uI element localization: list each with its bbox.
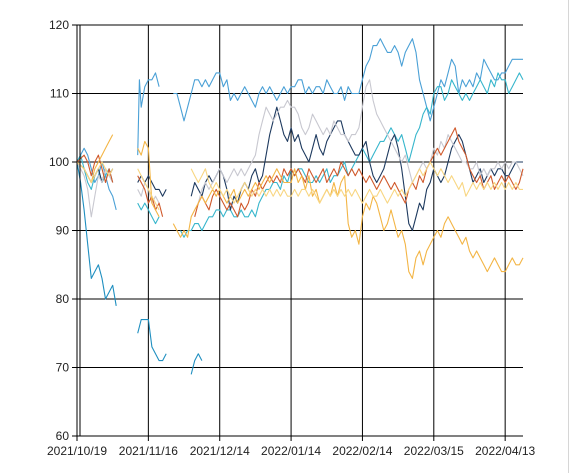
series-line-8 (76, 161, 523, 211)
window-edge-rule (568, 0, 569, 473)
grid (76, 24, 523, 437)
y-tick-label: 80 (56, 292, 70, 306)
series-line-7 (76, 134, 524, 279)
y-tick-label: 70 (56, 361, 70, 375)
x-tick-label: 2022/03/15 (404, 444, 464, 458)
tick-labels: 60 70 80 90 100 110 120 2021/10/19 2021/11/16 202… (47, 18, 536, 458)
y-tick-label: 100 (49, 155, 69, 169)
x-tick-label: 2022/04/13 (475, 444, 535, 458)
axes (72, 24, 523, 441)
series-line-3 (76, 72, 524, 238)
series-line-6 (76, 127, 524, 218)
series-layer (76, 38, 524, 375)
y-tick-label: 110 (50, 87, 69, 101)
x-tick-label: 2021/11/16 (119, 444, 178, 458)
y-tick-label: 120 (49, 18, 69, 32)
y-tick-label: 90 (56, 224, 70, 238)
series-line-1 (76, 161, 203, 375)
series-line-5 (76, 79, 524, 218)
x-tick-label: 2021/10/19 (47, 444, 107, 458)
x-tick-label: 2022/02/14 (332, 444, 392, 458)
x-tick-label: 2022/01/14 (261, 444, 321, 458)
y-tick-label: 60 (56, 429, 70, 443)
x-tick-label: 2021/12/14 (190, 444, 250, 458)
